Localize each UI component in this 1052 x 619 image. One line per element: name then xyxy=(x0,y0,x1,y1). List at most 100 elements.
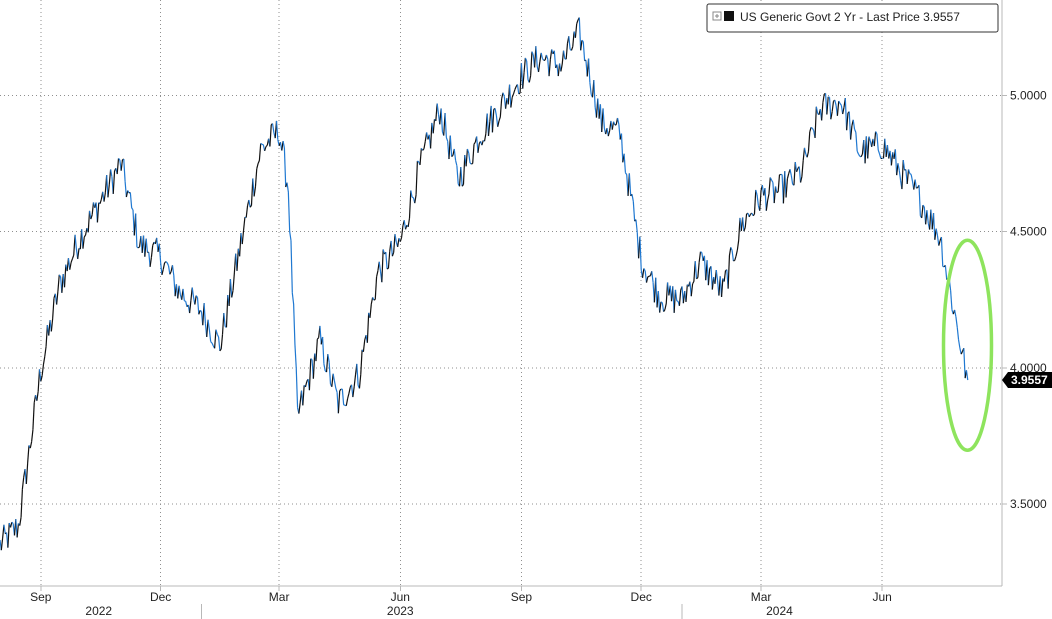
series-segment xyxy=(260,142,263,145)
series-segment xyxy=(57,274,60,292)
series-segment xyxy=(419,148,422,166)
series-segment xyxy=(160,262,163,275)
series-segment xyxy=(574,23,578,38)
series-segment xyxy=(440,108,444,132)
series-segment xyxy=(169,271,172,275)
series-segment xyxy=(593,80,596,108)
series-segment xyxy=(136,246,139,249)
series-segment xyxy=(71,254,75,259)
series-segment xyxy=(310,358,313,361)
series-segment xyxy=(875,131,878,135)
series-segment xyxy=(252,178,255,197)
series-segment xyxy=(77,248,80,259)
series-segment xyxy=(956,327,960,340)
series-segment xyxy=(768,177,771,195)
series-segment xyxy=(907,169,911,174)
series-segment xyxy=(844,98,848,131)
series-segment xyxy=(955,316,958,328)
series-segment xyxy=(752,213,755,217)
series-segment xyxy=(269,124,272,147)
x-tick-label: Dec xyxy=(631,590,652,604)
series-segment xyxy=(940,237,944,267)
series-segment xyxy=(926,210,929,224)
series-segment xyxy=(9,521,13,528)
series-segment xyxy=(511,93,515,98)
series-segment xyxy=(162,262,166,270)
series-segment xyxy=(465,148,469,167)
series-segment xyxy=(167,265,171,275)
series-segment xyxy=(639,236,642,271)
y-tick-label: 3.5000 xyxy=(1010,497,1047,511)
series-segment xyxy=(748,213,752,218)
series-segment xyxy=(849,125,853,140)
series-segment xyxy=(356,363,359,386)
series-segment xyxy=(369,303,372,318)
series-segment xyxy=(848,111,852,140)
series-segment xyxy=(834,99,837,106)
series-segment xyxy=(353,374,357,387)
series-segment xyxy=(473,141,476,145)
series-segment xyxy=(868,136,871,142)
series-segment xyxy=(171,265,175,276)
series-segment xyxy=(125,190,129,198)
series-segment xyxy=(103,192,106,202)
series-segment xyxy=(302,385,305,406)
series-segment xyxy=(697,262,700,278)
series-segment xyxy=(335,387,338,393)
series-segment xyxy=(735,250,738,257)
series-segment xyxy=(185,301,188,307)
series-segment xyxy=(82,237,85,249)
series-segment xyxy=(304,381,308,388)
series-segment xyxy=(294,344,297,369)
series-segment xyxy=(42,356,46,365)
series-segment xyxy=(331,373,334,387)
series-segment xyxy=(456,165,459,184)
series-segment xyxy=(423,141,426,149)
series-segment xyxy=(830,111,833,120)
series-segment xyxy=(624,172,628,175)
series-segment xyxy=(360,349,363,375)
series-segment xyxy=(828,97,832,120)
series-segment xyxy=(508,84,512,108)
y-tick-label: 5.0000 xyxy=(1010,88,1047,102)
series-segment xyxy=(477,143,480,153)
series-segment xyxy=(41,364,45,376)
series-segment xyxy=(802,147,806,161)
annotation-layer xyxy=(941,238,994,452)
year-label: 2023 xyxy=(387,604,414,618)
series-segment xyxy=(859,155,862,158)
series-segment xyxy=(692,281,695,285)
series-segment xyxy=(208,329,212,342)
series-segment xyxy=(860,153,863,158)
series-segment xyxy=(690,283,694,297)
series-segment xyxy=(620,133,624,163)
series-segment xyxy=(466,148,470,154)
series-segment xyxy=(210,341,213,344)
series-segment xyxy=(635,219,638,233)
series-segment xyxy=(241,230,245,245)
series-segment xyxy=(50,318,54,332)
series-segment xyxy=(602,108,605,129)
series-segment xyxy=(40,375,43,382)
series-segment xyxy=(286,182,289,193)
series-segment xyxy=(867,136,870,159)
legend-series-label: US Generic Govt 2 Yr - Last Price 3.9557 xyxy=(740,10,960,24)
series-segment xyxy=(771,179,774,183)
series-segment xyxy=(894,149,898,176)
series-segment xyxy=(645,276,649,283)
series-segment xyxy=(382,249,386,255)
series-segment xyxy=(906,169,910,184)
series-segment xyxy=(214,329,217,349)
series-segment xyxy=(400,225,404,238)
series-segment xyxy=(852,119,856,130)
series-segment xyxy=(444,113,447,138)
series-segment xyxy=(618,124,621,140)
series-segment xyxy=(164,261,167,264)
series-segment xyxy=(145,238,149,253)
series-segment xyxy=(295,368,299,408)
series-segment xyxy=(935,228,939,236)
series-segment xyxy=(628,173,632,196)
series-segment xyxy=(902,160,906,171)
series-segment xyxy=(264,146,267,152)
series-segment xyxy=(315,339,318,362)
